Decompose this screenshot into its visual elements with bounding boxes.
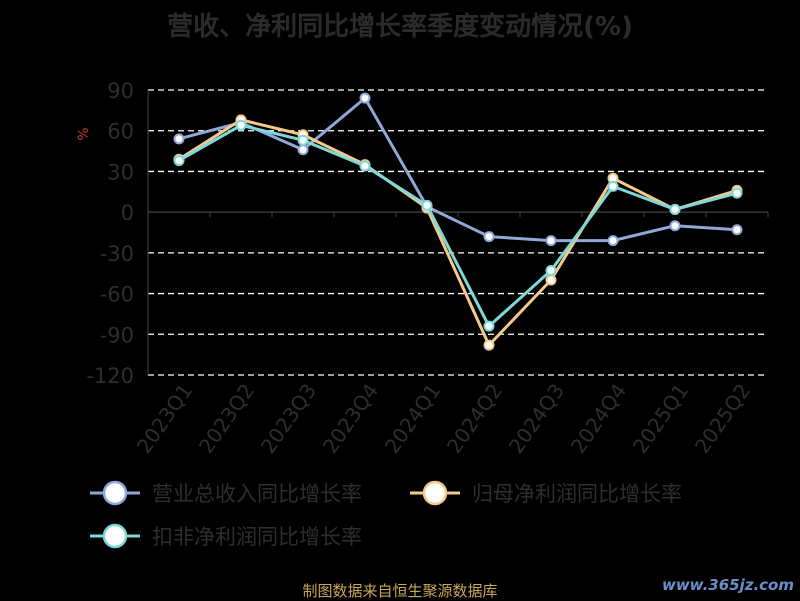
data-point-2: [545, 274, 557, 286]
legend-marker: [102, 480, 128, 506]
series-line-3: [178, 123, 738, 328]
data-point-3: [297, 134, 309, 146]
x-tick-label: 2023Q4: [318, 379, 383, 458]
y-axis-label: %: [76, 127, 92, 140]
data-point-1: [297, 144, 309, 156]
legend-label: 营业总收入同比增长率: [152, 482, 362, 506]
x-tick-label: 2024Q4: [566, 379, 631, 458]
series-line-2: [178, 118, 738, 347]
series-line-1: [178, 96, 738, 243]
data-point-3: [359, 160, 371, 172]
legend-marker: [422, 480, 448, 506]
data-point-1: [731, 224, 743, 236]
legend-marker: [102, 523, 128, 549]
source-note: 制图数据来自恒生聚源数据库: [302, 582, 498, 600]
x-tick-label: 2024Q1: [380, 379, 445, 458]
data-point-1: [607, 235, 619, 247]
data-point-3: [421, 199, 433, 211]
y-tick-label: -60: [100, 283, 134, 307]
data-point-3: [731, 187, 743, 199]
chart-title: 营收、净利同比增长率季度变动情况(%): [167, 12, 633, 42]
data-point-3: [545, 265, 557, 276]
data-point-1: [669, 220, 681, 232]
y-tick-label: -120: [86, 364, 134, 388]
x-tick-label: 2023Q3: [256, 379, 321, 458]
data-point-1: [483, 231, 495, 243]
y-tick-label: -90: [100, 323, 134, 347]
x-tick-label: 2024Q2: [442, 379, 507, 458]
data-point-3: [173, 155, 185, 167]
y-tick-label: -30: [100, 242, 134, 266]
x-tick-label: 2025Q1: [628, 379, 693, 458]
x-tick-label: 2023Q2: [194, 379, 259, 458]
x-tick-label: 2024Q3: [504, 379, 569, 458]
data-point-1: [359, 92, 371, 104]
watermark: www.365jz.com: [661, 576, 794, 594]
data-point-1: [545, 235, 557, 247]
data-point-1: [173, 133, 185, 145]
y-tick-label: 90: [107, 79, 134, 103]
legend-label: 归母净利润同比增长率: [472, 482, 682, 506]
data-point-3: [235, 119, 247, 131]
legend-label: 扣非净利润同比增长率: [152, 525, 362, 549]
y-tick-label: 0: [121, 201, 134, 225]
data-point-3: [483, 320, 495, 332]
data-point-2: [483, 339, 495, 351]
data-point-3: [607, 180, 619, 192]
x-tick-label: 2023Q1: [132, 379, 197, 458]
y-tick-label: 60: [107, 120, 134, 144]
x-tick-label: 2025Q2: [690, 379, 755, 458]
data-point-3: [669, 203, 681, 215]
y-tick-label: 30: [107, 160, 134, 184]
